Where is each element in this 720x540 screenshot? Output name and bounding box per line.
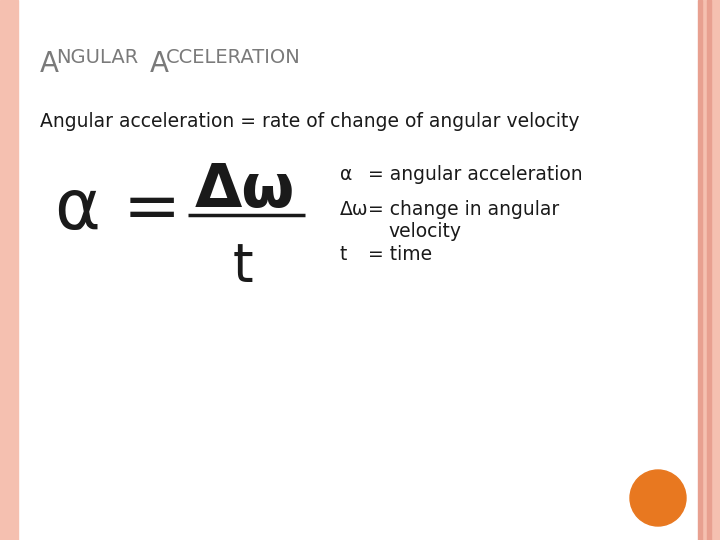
Bar (0, 0, 18, 540)
Text: = angular acceleration: = angular acceleration (368, 165, 582, 184)
Bar (707, 0, 711, 540)
Text: A: A (150, 50, 169, 78)
Text: = change in angular: = change in angular (368, 200, 559, 219)
Circle shape (630, 470, 686, 526)
Text: velocity: velocity (388, 222, 461, 241)
Text: t: t (340, 245, 347, 264)
Text: α: α (340, 165, 352, 184)
Text: NGULAR: NGULAR (56, 48, 138, 67)
Text: CCELERATION: CCELERATION (166, 48, 301, 67)
Text: α =: α = (55, 177, 181, 244)
Text: = time: = time (368, 245, 432, 264)
Bar (698, 0, 702, 540)
Bar (702, 0, 720, 540)
Text: Angular acceleration = rate of change of angular velocity: Angular acceleration = rate of change of… (40, 112, 580, 131)
Text: t: t (233, 240, 253, 292)
Text: A: A (40, 50, 59, 78)
Text: Δω: Δω (340, 200, 369, 219)
Text: Δω: Δω (195, 160, 295, 219)
